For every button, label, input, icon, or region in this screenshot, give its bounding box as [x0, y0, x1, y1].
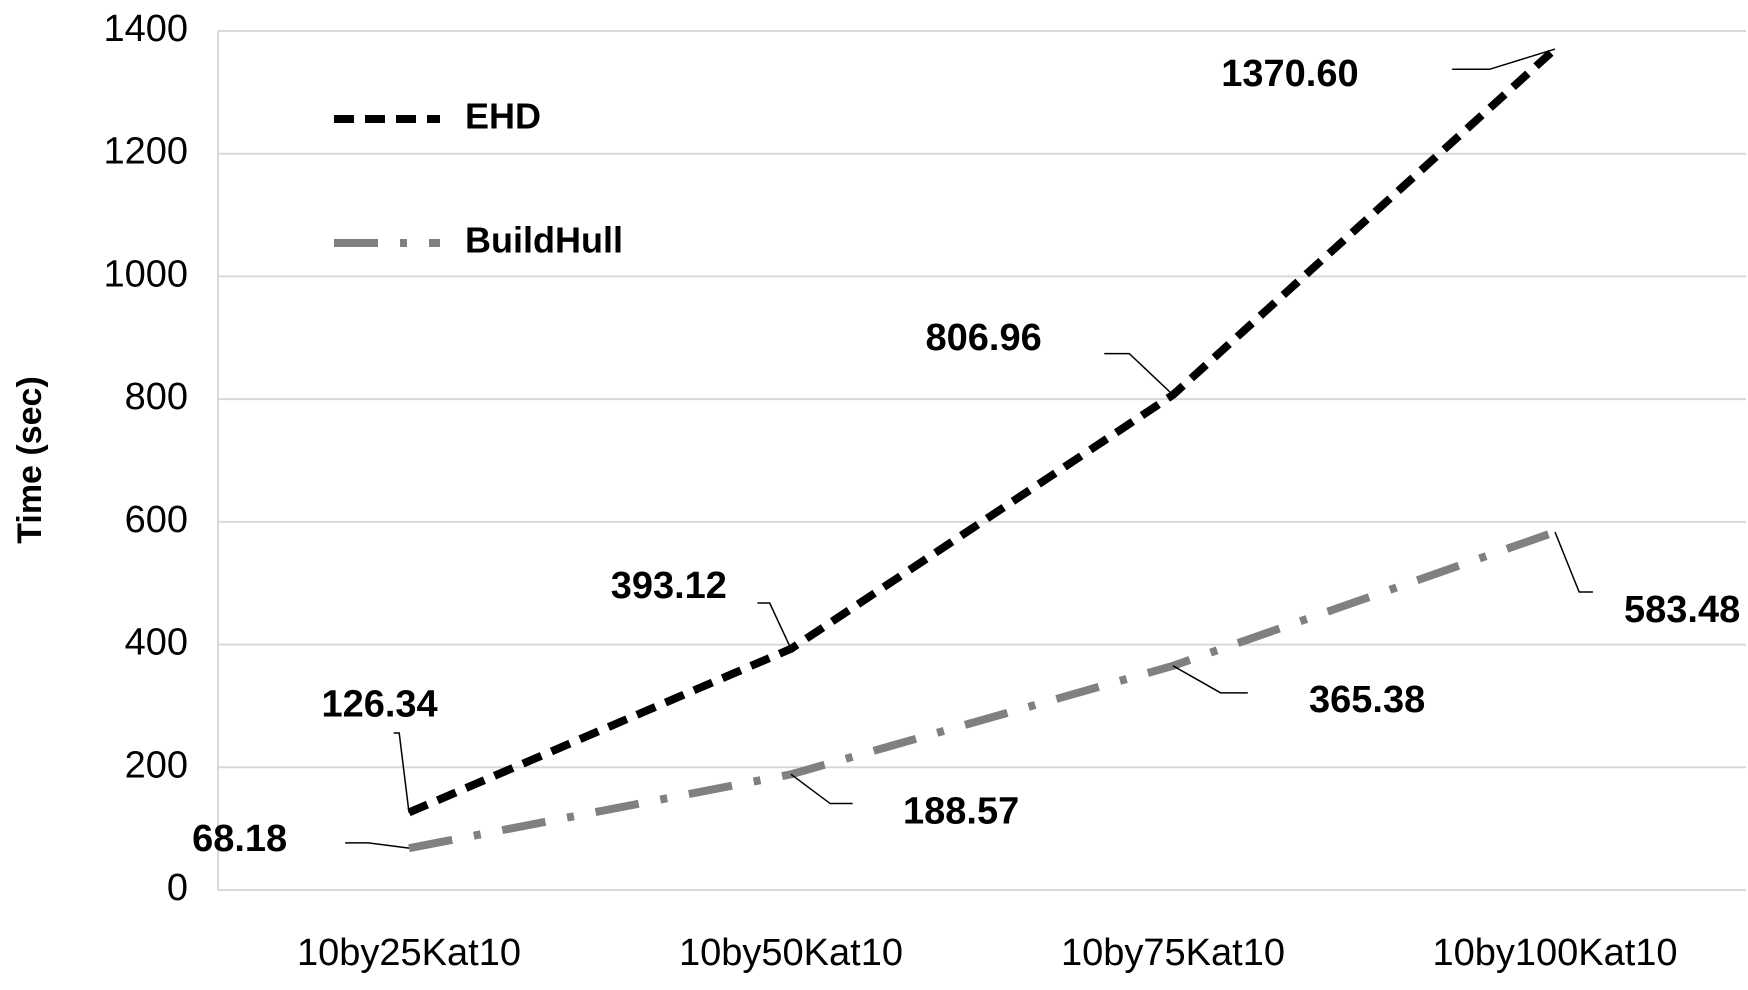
- y-tick-label: 800: [125, 376, 188, 418]
- y-axis-label: Time (sec): [11, 376, 49, 544]
- leader-line: [1172, 665, 1248, 694]
- leader-line: [790, 773, 853, 805]
- line: [408, 528, 1557, 853]
- x-tick-label: 10by50Kat10: [679, 932, 903, 974]
- x-tick-label: 10by25Kat10: [297, 932, 521, 974]
- leader-line: [393, 732, 410, 813]
- legend-label: EHD: [465, 96, 541, 137]
- data-label: 68.18: [192, 818, 287, 860]
- x-tick-label: 10by75Kat10: [1061, 932, 1285, 974]
- data-label: 188.57: [903, 790, 1019, 832]
- y-tick-label: 1000: [103, 253, 188, 295]
- data-label: 393.12: [611, 565, 727, 607]
- x-tick-label: 10by100Kat10: [1432, 932, 1677, 974]
- y-tick-label: 200: [125, 744, 188, 786]
- y-tick-label: 600: [125, 499, 188, 541]
- data-label: 583.48: [1624, 589, 1740, 631]
- data-label: 1370.60: [1221, 53, 1358, 95]
- y-tick-label: 400: [125, 622, 188, 664]
- y-tick-label: 1400: [103, 8, 188, 50]
- leader-line: [1452, 48, 1556, 71]
- leader-line: [1554, 531, 1593, 593]
- leader-line: [1104, 352, 1174, 396]
- leader-line: [757, 602, 792, 650]
- data-label: 126.34: [321, 684, 437, 726]
- y-tick-label: 1200: [103, 131, 188, 173]
- legend-label: BuildHull: [465, 220, 623, 261]
- leader-line: [345, 842, 410, 849]
- data-label: 806.96: [926, 317, 1042, 359]
- line: [407, 46, 1558, 817]
- y-tick-label: 0: [167, 867, 188, 909]
- data-label: 365.38: [1309, 679, 1425, 721]
